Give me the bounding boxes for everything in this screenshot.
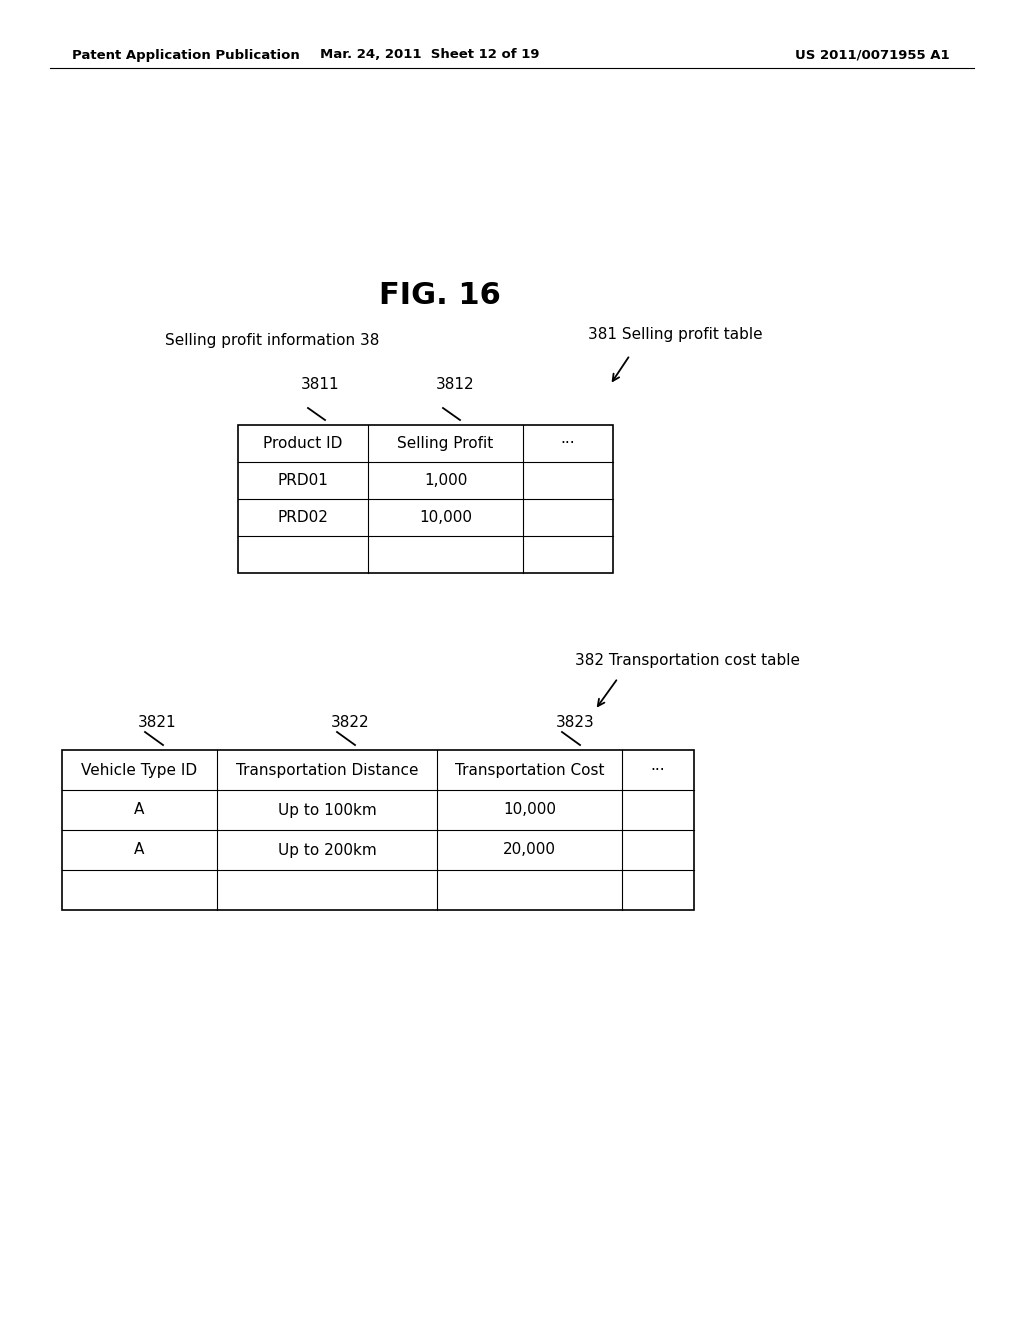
Text: Up to 100km: Up to 100km (278, 803, 377, 817)
Text: 381 Selling profit table: 381 Selling profit table (588, 327, 763, 342)
Text: 1,000: 1,000 (424, 473, 467, 488)
Text: 10,000: 10,000 (503, 803, 556, 817)
Text: 3822: 3822 (331, 715, 370, 730)
Text: Selling profit information 38: Selling profit information 38 (165, 333, 379, 347)
Text: Selling Profit: Selling Profit (397, 436, 494, 451)
Text: 382 Transportation cost table: 382 Transportation cost table (575, 652, 800, 668)
Text: A: A (134, 803, 144, 817)
Text: Patent Application Publication: Patent Application Publication (72, 49, 300, 62)
Text: 20,000: 20,000 (503, 842, 556, 858)
Text: Mar. 24, 2011  Sheet 12 of 19: Mar. 24, 2011 Sheet 12 of 19 (321, 49, 540, 62)
Text: A: A (134, 842, 144, 858)
Text: 3821: 3821 (137, 715, 176, 730)
Text: Product ID: Product ID (263, 436, 343, 451)
Text: PRD01: PRD01 (278, 473, 329, 488)
Bar (238, 425, 613, 573)
Text: 3823: 3823 (556, 715, 594, 730)
Text: ···: ··· (561, 436, 575, 451)
Text: PRD02: PRD02 (278, 510, 329, 525)
Text: FIG. 16: FIG. 16 (379, 281, 501, 309)
Text: 3812: 3812 (435, 378, 474, 392)
Text: 3811: 3811 (301, 378, 339, 392)
Text: ···: ··· (650, 763, 666, 777)
Bar (62, 750, 694, 909)
Text: Vehicle Type ID: Vehicle Type ID (82, 763, 198, 777)
Text: US 2011/0071955 A1: US 2011/0071955 A1 (796, 49, 950, 62)
Text: Transportation Cost: Transportation Cost (455, 763, 604, 777)
Text: Up to 200km: Up to 200km (278, 842, 377, 858)
Text: Transportation Distance: Transportation Distance (236, 763, 418, 777)
Text: 10,000: 10,000 (419, 510, 472, 525)
